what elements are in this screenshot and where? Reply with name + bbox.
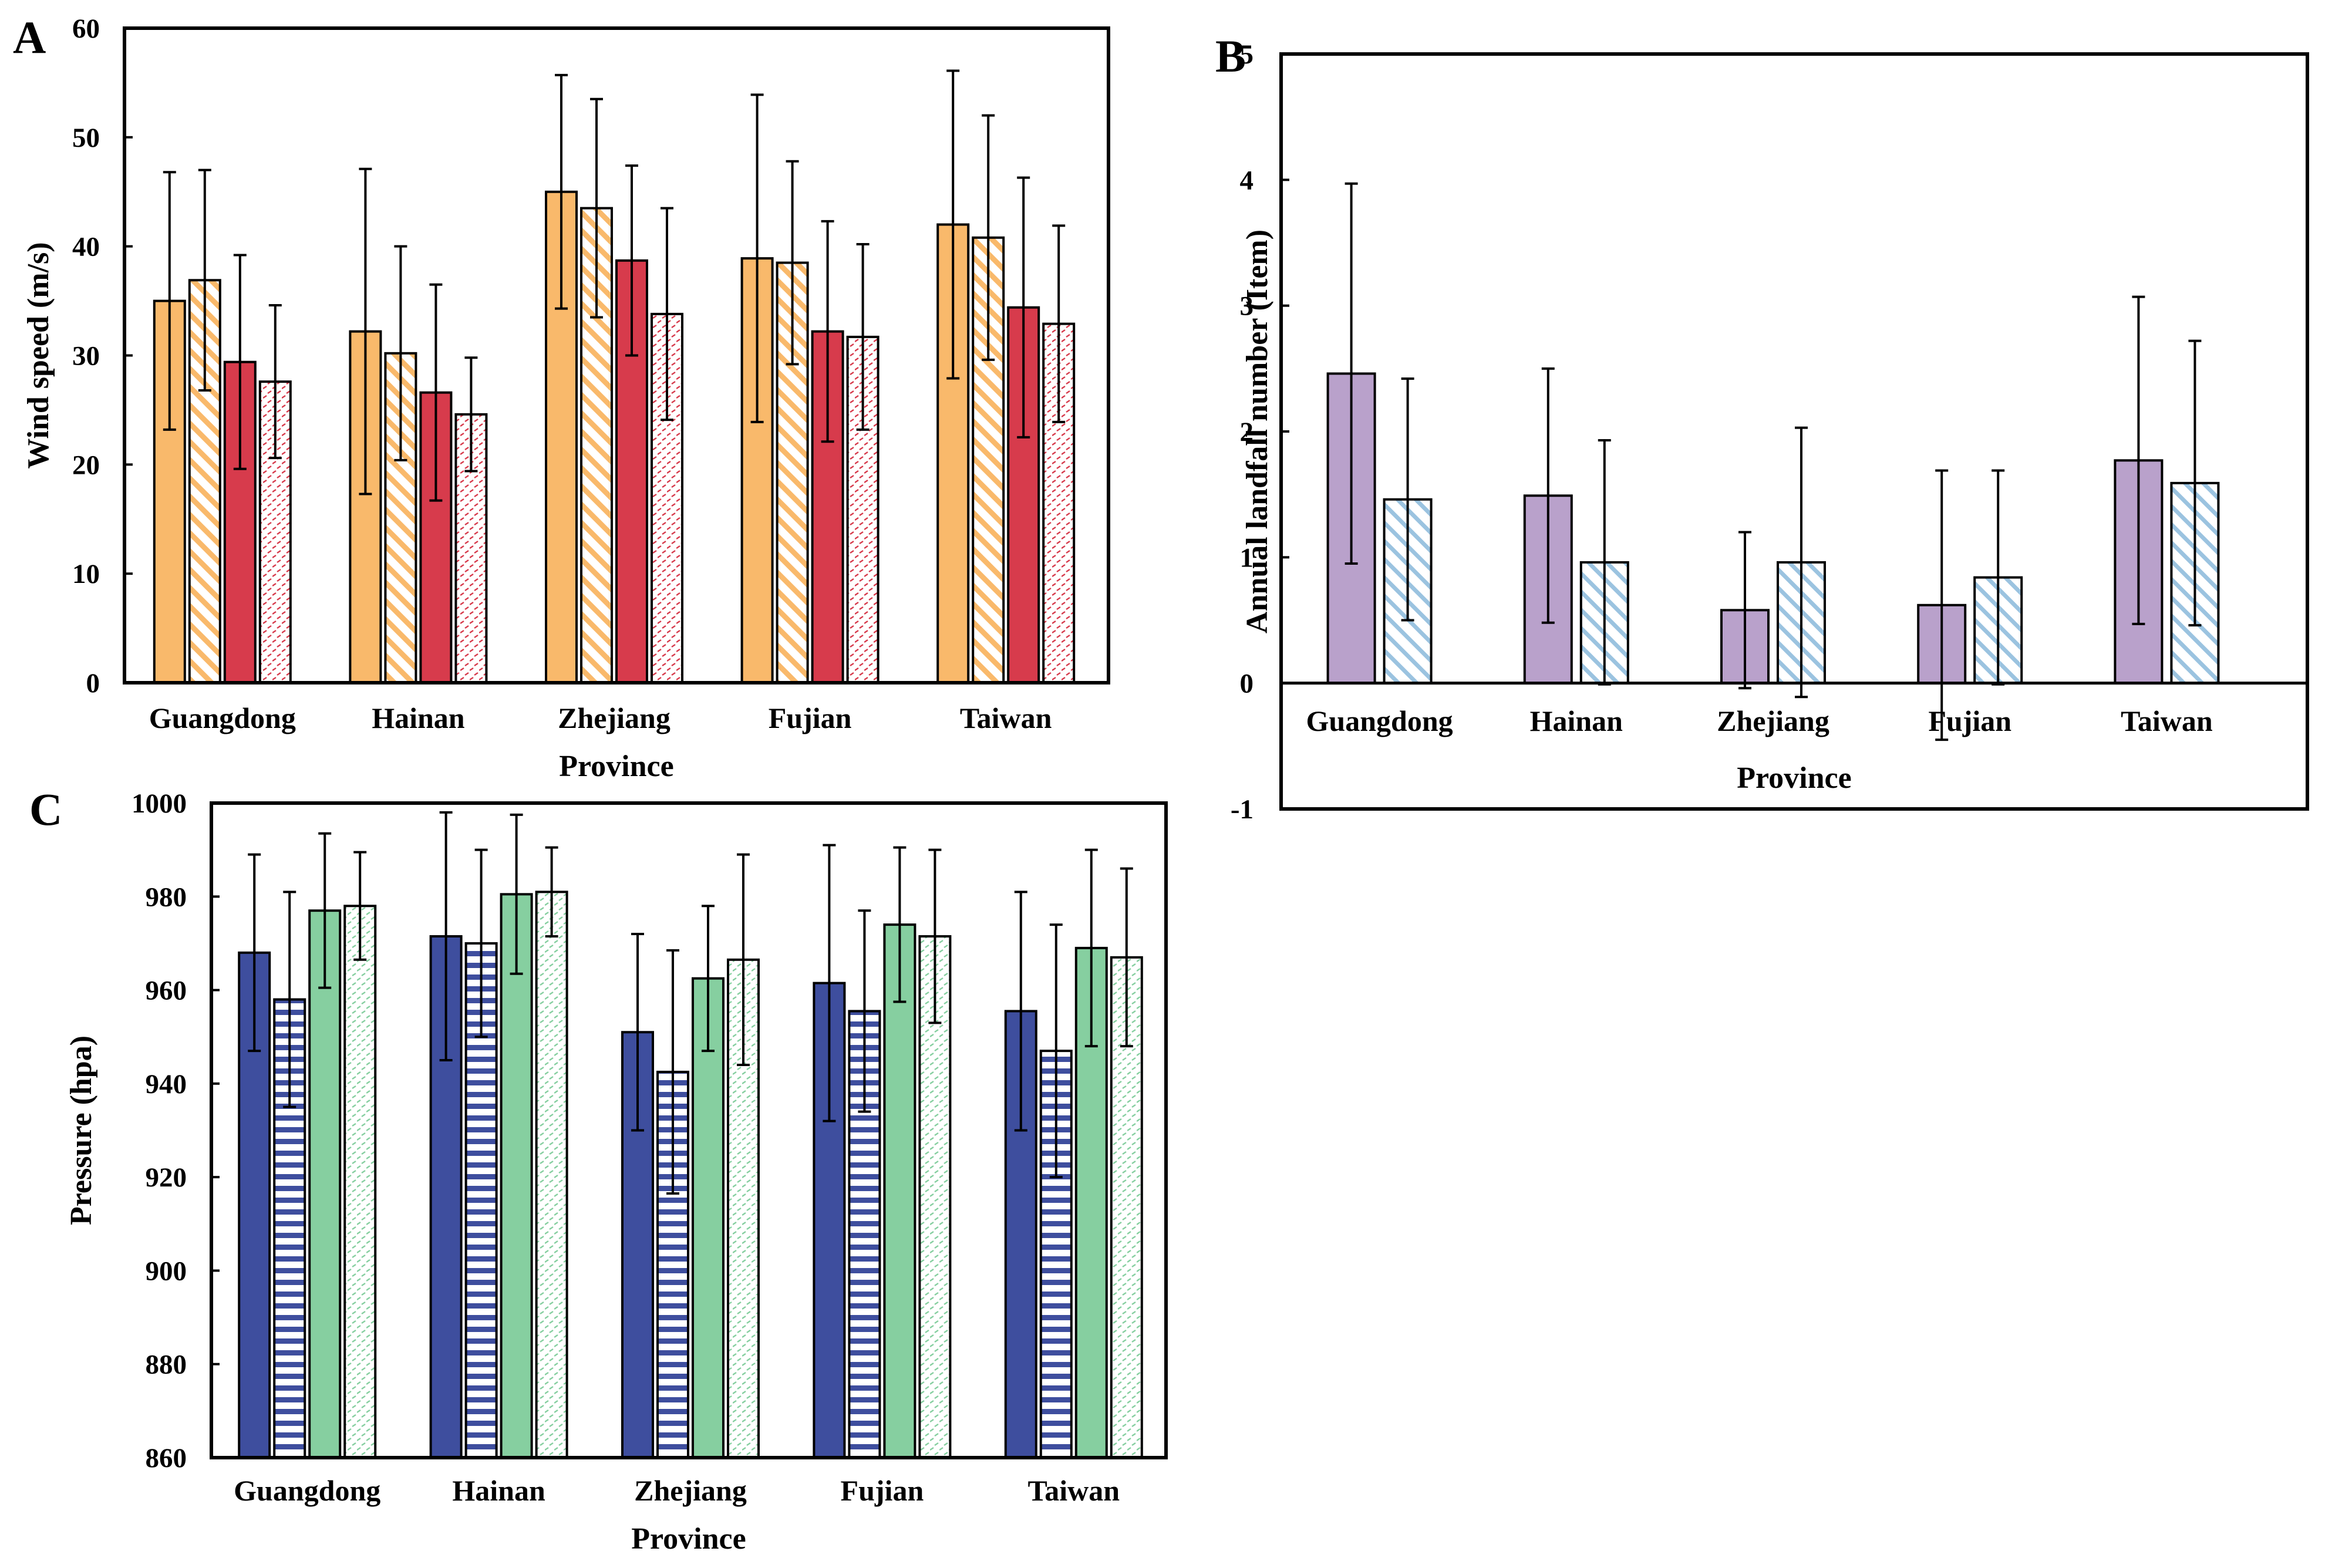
panel-a-bar-taiwan-s4	[1042, 322, 1076, 684]
panel-b-ytick-label: 1	[1240, 542, 1254, 573]
panel-a: A 0 10 20 30 40 50 60 Guangdong Hainan Zhejiang Fuj…	[13, 12, 1110, 783]
panel-a-ytick-label: 0	[86, 668, 100, 699]
panel-b-plot-frame	[1279, 52, 2309, 811]
panel-a-xtick-label-hainan: Hainan	[372, 702, 465, 734]
panel-a-plot-frame	[123, 26, 1110, 684]
panel-b-ytick-label: 3	[1240, 291, 1254, 322]
panel-a-y-axis-title: Wind speed (m/s)	[22, 242, 55, 468]
panel-a-ytick-label: 50	[72, 123, 100, 153]
panel-c-ytick-label: 880	[146, 1350, 187, 1380]
panel-a-xtick-label-taiwan: Taiwan	[960, 702, 1052, 734]
panel-c-bar-hainan-s3	[500, 893, 533, 1459]
panel-c-bar-guangdong-s3	[308, 909, 342, 1459]
panel-c-ytick-label: 900	[146, 1256, 187, 1286]
panel-c-letter: C	[29, 784, 62, 835]
panel-b-letter: B	[1215, 31, 1246, 82]
panel-c-xtick-label-hainan: Hainan	[452, 1474, 545, 1507]
panel-a-ytick-label: 20	[72, 450, 100, 480]
panel-c-ytick-label: 940	[146, 1069, 187, 1100]
panel-c: C 860 880 900 920 940 960 980 1000 Guangdong Haina…	[29, 784, 1168, 1556]
panel-c-ytick-label: 860	[146, 1443, 187, 1473]
panel-c-ytick-label: 980	[146, 882, 187, 912]
panel-c-xtick-label-taiwan: Taiwan	[1028, 1474, 1120, 1507]
panel-a-ytick-label: 10	[72, 559, 100, 589]
panel-b-ytick-label: 0	[1240, 669, 1254, 699]
panel-c-bar-hainan-s4	[535, 891, 568, 1459]
panel-b-x-axis-title: Province	[1737, 761, 1851, 795]
panel-c-xtick-label-fujian: Fujian	[841, 1474, 924, 1507]
panel-c-x-axis-title: Province	[631, 1522, 746, 1556]
panel-a-ytick-label: 40	[72, 232, 100, 262]
panel-a-ytick-label: 60	[72, 14, 100, 44]
panel-b-xtick-label-taiwan: Taiwan	[2121, 704, 2213, 737]
panel-a-ytick-label: 30	[72, 341, 100, 372]
panel-b-ytick-label: 2	[1240, 417, 1254, 447]
panel-a-xtick-label-guangdong: Guangdong	[149, 702, 296, 734]
panel-b-ytick-label: 5	[1240, 39, 1254, 70]
panel-c-bar-guangdong-s4	[343, 905, 377, 1459]
panel-c-plot-frame	[210, 801, 1168, 1459]
panel-c-bar-fujian-s3	[883, 923, 916, 1459]
panel-c-ytick-label: 1000	[132, 788, 187, 819]
panel-c-y-axis-title: Pressure (hpa)	[65, 1036, 98, 1225]
panel-b-xtick-label-zhejiang: Zhejiang	[1717, 704, 1829, 737]
panel-a-xtick-label-zhejiang: Zhejiang	[558, 702, 670, 734]
panel-c-bar-taiwan-s2	[1039, 1050, 1073, 1459]
panel-a-x-axis-title: Province	[559, 750, 673, 783]
panel-c-xtick-label-guangdong: Guangdong	[234, 1474, 380, 1507]
panel-b: B -1 0 1 2 3 4 5 Guangdong Hainan Zhejiang Fujian Ta…	[1215, 31, 2309, 825]
panel-c-ytick-label: 960	[146, 976, 187, 1006]
panel-b-ytick-label: -1	[1231, 794, 1254, 825]
panel-b-ytick-label: 4	[1240, 165, 1254, 195]
panel-c-xtick-label-zhejiang: Zhejiang	[634, 1474, 747, 1507]
panel-a-letter: A	[13, 12, 46, 63]
panel-c-ytick-label: 920	[146, 1162, 187, 1193]
panel-b-xtick-label-guangdong: Guangdong	[1306, 704, 1453, 737]
panel-b-y-axis-title: Annual landfall number (Item)	[1241, 230, 1274, 633]
panel-a-xtick-label-fujian: Fujian	[769, 702, 852, 734]
panel-b-xtick-label-hainan: Hainan	[1530, 704, 1623, 737]
panel-b-xtick-label-fujian: Fujian	[1928, 704, 2011, 737]
